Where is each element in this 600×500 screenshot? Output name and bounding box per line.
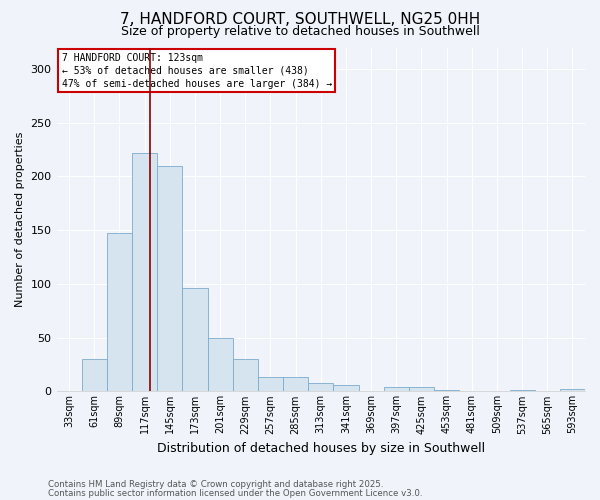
Bar xyxy=(258,378,283,392)
Bar xyxy=(107,234,132,392)
X-axis label: Distribution of detached houses by size in Southwell: Distribution of detached houses by size … xyxy=(157,442,485,455)
Bar xyxy=(132,153,157,392)
Bar xyxy=(182,288,208,392)
Text: Size of property relative to detached houses in Southwell: Size of property relative to detached ho… xyxy=(121,25,479,38)
Text: Contains HM Land Registry data © Crown copyright and database right 2025.: Contains HM Land Registry data © Crown c… xyxy=(48,480,383,489)
Text: Contains public sector information licensed under the Open Government Licence v3: Contains public sector information licen… xyxy=(48,488,422,498)
Bar xyxy=(233,359,258,392)
Bar xyxy=(509,390,535,392)
Bar xyxy=(409,387,434,392)
Bar xyxy=(157,166,182,392)
Text: 7 HANDFORD COURT: 123sqm
← 53% of detached houses are smaller (438)
47% of semi-: 7 HANDFORD COURT: 123sqm ← 53% of detach… xyxy=(62,52,332,89)
Bar xyxy=(82,359,107,392)
Bar xyxy=(383,387,409,392)
Bar xyxy=(283,378,308,392)
Bar xyxy=(208,338,233,392)
Bar xyxy=(308,383,334,392)
Y-axis label: Number of detached properties: Number of detached properties xyxy=(15,132,25,307)
Bar xyxy=(560,389,585,392)
Text: 7, HANDFORD COURT, SOUTHWELL, NG25 0HH: 7, HANDFORD COURT, SOUTHWELL, NG25 0HH xyxy=(120,12,480,28)
Bar xyxy=(434,390,459,392)
Bar xyxy=(334,385,359,392)
